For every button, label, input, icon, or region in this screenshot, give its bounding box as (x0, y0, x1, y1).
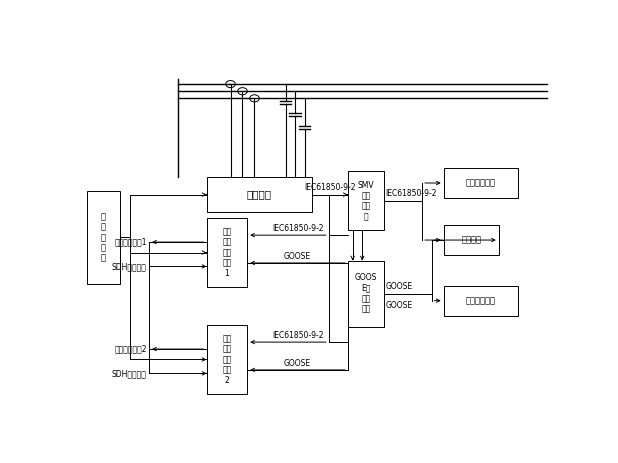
FancyBboxPatch shape (206, 218, 247, 287)
Text: 差动保护装置: 差动保护装置 (466, 179, 496, 188)
FancyBboxPatch shape (206, 177, 312, 213)
FancyBboxPatch shape (444, 286, 518, 316)
Text: GOOSE: GOOSE (284, 252, 311, 261)
Text: SDH复用网络: SDH复用网络 (112, 262, 146, 271)
FancyBboxPatch shape (444, 225, 499, 255)
Text: 纵联
通道
传输
装置
1: 纵联 通道 传输 装置 1 (222, 227, 232, 278)
FancyBboxPatch shape (206, 325, 247, 394)
Text: 纵联光纤通道2: 纵联光纤通道2 (114, 344, 146, 354)
Text: GOOSE: GOOSE (385, 300, 412, 310)
Text: SMV
网络
交换
机: SMV 网络 交换 机 (357, 181, 374, 221)
Text: GOOSE: GOOSE (385, 282, 412, 291)
Text: IEC61850-9-2: IEC61850-9-2 (304, 183, 355, 192)
Text: 远跳保护装置: 远跳保护装置 (466, 296, 496, 305)
FancyBboxPatch shape (348, 171, 384, 230)
Text: SDH复用网络: SDH复用网络 (112, 369, 146, 378)
Text: 故障录波: 故障录波 (461, 236, 481, 244)
Text: IEC61850-9-2: IEC61850-9-2 (272, 224, 323, 233)
FancyBboxPatch shape (348, 261, 384, 326)
Text: 纵联
通道
传输
装置
2: 纵联 通道 传输 装置 2 (222, 334, 232, 385)
Text: GOOS
E网
络交
换机: GOOS E网 络交 换机 (355, 274, 377, 313)
Text: GOOSE: GOOSE (284, 359, 311, 368)
Text: 采
样
脉
冲
源: 采 样 脉 冲 源 (101, 212, 106, 263)
Text: 纵联光纤通道1: 纵联光纤通道1 (114, 238, 146, 247)
FancyBboxPatch shape (444, 168, 518, 198)
FancyBboxPatch shape (87, 191, 121, 284)
Text: IEC61850-9-2: IEC61850-9-2 (385, 189, 437, 198)
Text: IEC61850-9-2: IEC61850-9-2 (272, 331, 323, 340)
Text: 合并单元: 合并单元 (247, 190, 272, 200)
